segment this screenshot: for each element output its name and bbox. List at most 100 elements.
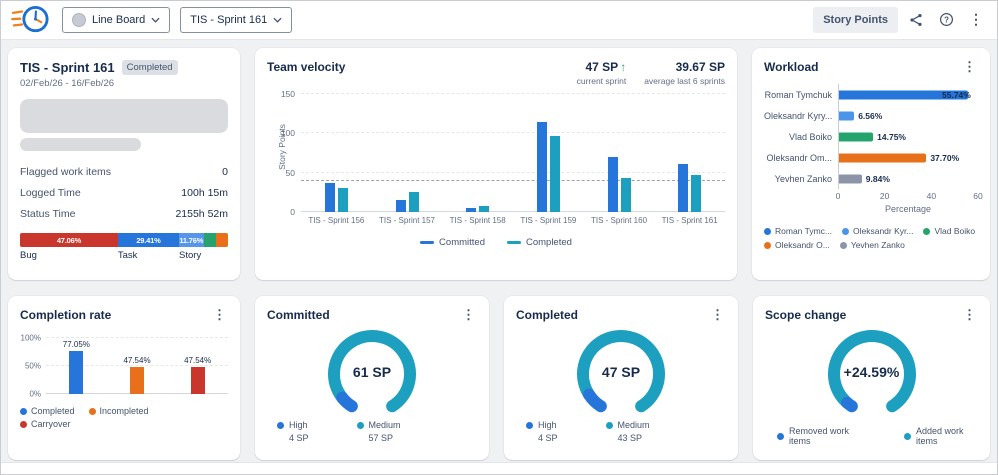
workload-bar[interactable]	[839, 111, 855, 120]
gauge-segment-added-work-items[interactable]	[827, 330, 916, 413]
kebab-menu-icon[interactable]: ⋮	[711, 307, 724, 322]
completion-bar[interactable]	[69, 350, 84, 394]
x-tick-label: 60	[973, 191, 983, 201]
velocity-bar-committed[interactable]	[466, 208, 477, 212]
velocity-bar-committed[interactable]	[324, 182, 335, 212]
completed-gauge-center: 47 SP	[601, 364, 641, 380]
sprint-dropdown[interactable]: TIS - Sprint 161	[180, 6, 293, 33]
kebab-menu-icon[interactable]: ⋮	[963, 59, 976, 74]
clock-logo-icon	[11, 5, 49, 32]
velocity-bar-committed[interactable]	[678, 164, 689, 212]
workload-bar[interactable]	[839, 132, 874, 141]
legend-item[interactable]: High 4 SP	[277, 420, 309, 443]
workload-axis-area: 0 20 40 60	[836, 189, 983, 202]
kebab-menu-icon[interactable]: ⋮	[964, 7, 988, 33]
legend-item[interactable]: Completed	[20, 406, 75, 416]
workload-bar-area: 9.84%	[838, 168, 978, 189]
card-title: Completion rate	[20, 308, 112, 322]
velocity-group	[372, 94, 443, 212]
story-points-button[interactable]: Story Points	[813, 6, 898, 33]
legend-item[interactable]: Roman Tymc...	[764, 226, 832, 236]
legend-item[interactable]: Medium 57 SP	[356, 420, 401, 443]
velocity-bar-committed[interactable]	[607, 156, 618, 212]
x-tick-label: 20	[879, 191, 890, 201]
velocity-bar-completed[interactable]	[620, 178, 631, 212]
share-button[interactable]	[904, 7, 928, 33]
app-logo[interactable]	[10, 3, 52, 37]
legend-item[interactable]: High 4 SP	[526, 420, 558, 443]
workload-bar[interactable]	[839, 90, 969, 99]
issue-type-segment[interactable]	[203, 233, 216, 247]
committed-gauge-chart: 61 SP	[297, 322, 447, 418]
legend-item[interactable]: Carryover	[20, 419, 71, 429]
velocity-groups	[301, 94, 725, 212]
redacted-text-block	[20, 99, 228, 133]
legend-marker	[506, 241, 521, 244]
issue-type-segment[interactable]: 29.41%	[117, 233, 180, 247]
legend-item[interactable]: Committed	[420, 237, 485, 248]
velocity-bar-completed[interactable]	[549, 135, 560, 212]
legend-item[interactable]: Added work items	[904, 426, 978, 446]
stat-status-time: Status Time 2155h 52m	[20, 203, 228, 224]
workload-bar[interactable]	[839, 174, 862, 183]
workload-row: Vlad Boiko 14.75%	[764, 126, 978, 147]
workload-bar-area: 14.75%	[838, 126, 978, 147]
velocity-bar-completed[interactable]	[479, 205, 490, 212]
legend-item[interactable]: Completed	[506, 237, 572, 248]
gauge-segment-medium[interactable]	[328, 330, 416, 413]
legend-item[interactable]: Oleksandr O...	[764, 240, 830, 250]
stat-flagged-work-items: Flagged work items 0	[20, 161, 228, 182]
completion-bar[interactable]	[130, 367, 144, 394]
gridline	[301, 171, 725, 173]
velocity-bar-committed[interactable]	[395, 200, 406, 212]
help-icon: ?	[939, 12, 953, 27]
issue-type-segment[interactable]	[215, 233, 228, 247]
average-stat: 39.67 SP average last 6 sprints	[644, 60, 725, 86]
status-badge: Completed	[121, 60, 178, 75]
gauge-segment-removed-work-items[interactable]	[840, 396, 858, 413]
sprint-summary-card: TIS - Sprint 161 Completed 02/Feb/26 - 1…	[8, 48, 240, 280]
card-title: Completed	[516, 308, 579, 322]
issue-type-segment[interactable]: 47.06%	[20, 233, 118, 247]
kebab-menu-icon[interactable]: ⋮	[963, 307, 976, 322]
legend-item[interactable]: Vlad Boiko	[923, 226, 975, 236]
velocity-bar-completed[interactable]	[408, 192, 419, 212]
legend-item[interactable]: Medium 43 SP	[605, 420, 650, 443]
legend-dot	[777, 432, 784, 440]
issue-type-segment[interactable]: 11.76%	[179, 233, 204, 247]
completion-groups: 77.05% 47.54% 47.54%	[46, 338, 228, 394]
legend-item[interactable]: Oleksandr Kyr...	[842, 226, 913, 236]
legend-dot	[764, 241, 771, 249]
y-tick-label: 0%	[29, 389, 41, 399]
legend-item[interactable]: Yevhen Zanko	[839, 240, 905, 250]
kebab-menu-icon[interactable]: ⋮	[213, 307, 226, 322]
top-row: TIS - Sprint 161 Completed 02/Feb/26 - 1…	[8, 48, 990, 280]
help-button[interactable]: ?	[934, 7, 958, 33]
legend-label: Removed work items	[789, 426, 850, 446]
velocity-bar-completed[interactable]	[691, 175, 702, 212]
legend-dot	[904, 432, 912, 440]
workload-bar[interactable]	[839, 153, 927, 162]
y-tick-label: 100%	[20, 333, 41, 343]
board-dropdown-label: Line Board	[92, 13, 146, 26]
stat-value: 0	[222, 165, 228, 178]
card-title: Team velocity	[267, 60, 346, 74]
legend-dot	[605, 421, 613, 429]
velocity-bar-committed[interactable]	[536, 121, 547, 212]
scope-change-card: Scope change ⋮ +24.59% Removed work item…	[753, 296, 990, 460]
committed-card: Committed ⋮ 61 SP High 4 SP Medium 57 SP	[255, 296, 489, 460]
gauge-segment-medium[interactable]	[577, 330, 665, 413]
board-dropdown[interactable]: Line Board	[62, 6, 171, 33]
legend-item[interactable]: Incompleted	[88, 406, 149, 416]
velocity-bar-completed[interactable]	[337, 188, 348, 212]
workload-name: Vlad Boiko	[788, 131, 832, 142]
completion-bar[interactable]	[190, 367, 205, 394]
gauge-segment-high[interactable]	[336, 391, 358, 413]
kebab-menu-icon[interactable]: ⋮	[462, 307, 475, 322]
gauge-segment-high[interactable]	[583, 388, 607, 413]
legend-item[interactable]: Removed work items	[777, 426, 862, 446]
legend-label: Added work items	[916, 426, 964, 446]
card-title: Committed	[267, 308, 330, 322]
legend-line: High	[277, 420, 309, 430]
x-axis-title: Percentage	[884, 204, 932, 214]
